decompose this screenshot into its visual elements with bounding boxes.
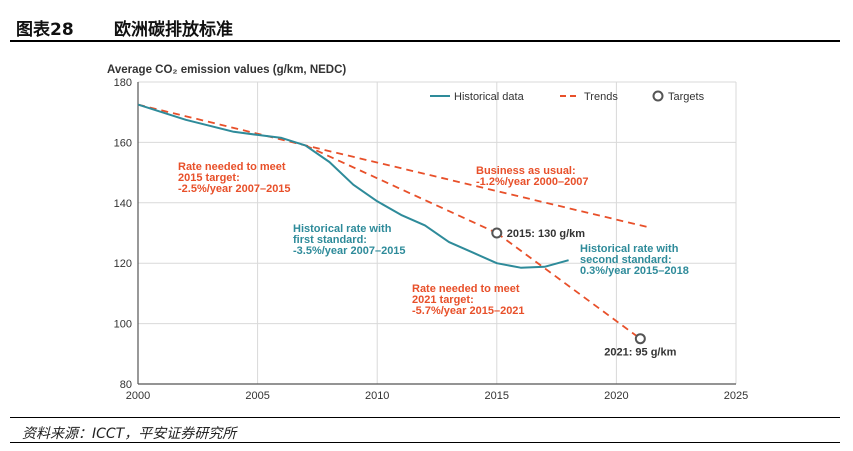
x-tick-label-2020: 2020 (604, 390, 628, 402)
legend-label-trends: Trends (584, 91, 618, 103)
chart-title: Average CO₂ emission values (g/km, NEDC) (107, 64, 346, 76)
x-tick-label-2015: 2015 (485, 390, 509, 402)
annotation-rate2021-line-3: -5.7%/year 2015–2021 (412, 305, 525, 317)
legend-swatch-targets (652, 90, 664, 102)
y-tick-label-140: 140 (114, 198, 132, 210)
target-label-2021: 2021: 95 g/km (604, 347, 676, 359)
x-tick-label-2000: 2000 (126, 390, 150, 402)
x-tick-label-2025: 2025 (724, 390, 748, 402)
y-tick-label-100: 100 (114, 319, 132, 331)
target-marker-2021 (634, 333, 646, 345)
y-tick-label-160: 160 (114, 137, 132, 149)
series-historical-data (137, 103, 569, 269)
annotation-hist1-line-3: -3.5%/year 2007–2015 (293, 245, 406, 257)
annotation-rate2015-line-3: -2.5%/year 2007–2015 (178, 183, 291, 195)
legend-label-targets: Targets (668, 91, 705, 103)
annotation-bau-line-1: Business as usual: (476, 165, 576, 177)
x-tick-label-2005: 2005 (245, 390, 269, 402)
annotation-hist2-line-1: Historical rate with (580, 243, 679, 255)
source-note: 资料来源：ICCT，平安证券研究所 (22, 426, 237, 442)
legend-label-historical-data: Historical data (454, 91, 525, 103)
y-tick-label-180: 180 (114, 77, 132, 89)
target-marker-2015 (491, 227, 503, 239)
annotation-rate2015-line-1: Rate needed to meet (178, 161, 286, 173)
x-tick-label-2010: 2010 (365, 390, 389, 402)
y-tick-label-120: 120 (114, 258, 132, 270)
figure-title: 欧洲碳排放标准 (114, 20, 233, 40)
figure-header: 图表28 欧洲碳排放标准 (10, 10, 840, 42)
footer-divider-bottom (10, 442, 840, 443)
y-tick-label-80: 80 (120, 379, 132, 391)
annotation-bau-line-2: -1.2%/year 2000–2007 (476, 176, 589, 188)
annotation-hist1-line-1: Historical rate with (293, 223, 392, 235)
annotation-hist1-line-2: first standard: (293, 234, 367, 246)
footer-divider-top (10, 417, 840, 418)
series-rate-needed-to-meet-2021-target (496, 232, 641, 340)
annotation-hist2-line-3: 0.3%/year 2015–2018 (580, 265, 689, 277)
annotation-rate2021-line-1: Rate needed to meet (412, 283, 520, 295)
annotation-rate2015-line-2: 2015 target: (178, 172, 240, 184)
annotation-hist2-line-2: second standard: (580, 254, 672, 266)
annotation-rate2021-line-2: 2021 target: (412, 294, 474, 306)
figure-number: 图表28 (16, 20, 74, 40)
target-label-2015: 2015: 130 g/km (507, 228, 585, 240)
